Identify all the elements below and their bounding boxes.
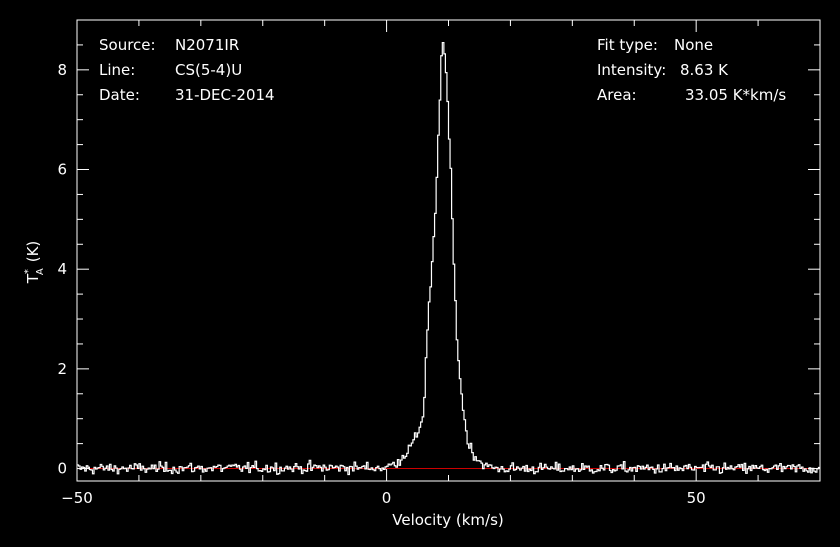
y-axis-label-main: T (24, 273, 42, 284)
intensity-label: Intensity: (597, 61, 666, 79)
spectrum-trace (77, 41, 820, 476)
y-axis-label: T*A (K) (23, 241, 46, 285)
date-label: Date: (99, 86, 140, 104)
y-axis-label-unit: (K) (24, 241, 42, 263)
y-tick-label: 8 (57, 61, 67, 79)
y-axis-label-sup: * (23, 269, 34, 274)
x-tick-label: 50 (687, 489, 706, 507)
fit-type-value: None (674, 36, 713, 54)
line-label: Line: (99, 61, 135, 79)
date-value: 31-DEC-2014 (175, 86, 275, 104)
y-axis-label-sub: A (35, 268, 46, 275)
x-axis-label: Velocity (km/s) (392, 511, 503, 529)
y-tick-label: 4 (57, 260, 67, 278)
x-tick-label: −50 (61, 489, 93, 507)
intensity-value: 8.63 K (680, 61, 729, 79)
fit-type-label: Fit type: (597, 36, 658, 54)
trace-layer (77, 41, 820, 476)
y-tick-label: 2 (57, 360, 67, 378)
source-value: N2071IR (175, 36, 239, 54)
area-label: Area: (597, 86, 637, 104)
y-tick-label: 6 (57, 161, 67, 179)
line-value: CS(5-4)U (175, 61, 242, 79)
area-value: 33.05 K*km/s (685, 86, 786, 104)
ticks: −50 0 50 0 2 4 6 8 (57, 19, 821, 507)
source-label: Source: (99, 36, 156, 54)
svg-text:T*A(K): T*A (K) (23, 241, 46, 285)
y-tick-label: 0 (57, 460, 67, 478)
x-tick-label: 0 (382, 489, 392, 507)
